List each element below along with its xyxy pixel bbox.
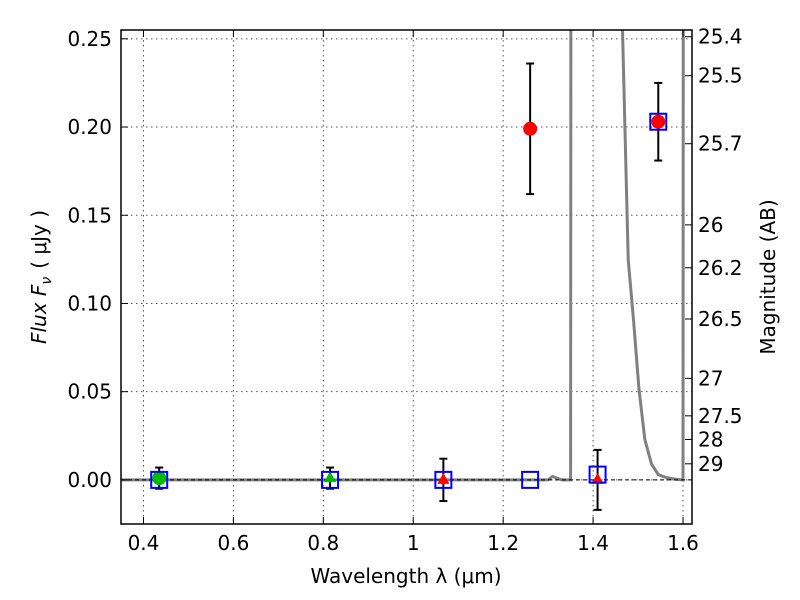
y-tick-label: 0.15	[67, 203, 112, 227]
model-square-point	[649, 112, 668, 131]
model-square-point	[434, 470, 453, 489]
y2-tick-label: 28	[698, 427, 723, 451]
x-tick-label: 1	[407, 531, 420, 555]
red-triangle-point	[591, 472, 604, 484]
plot-frame	[120, 29, 693, 525]
model-square-point	[588, 465, 607, 484]
y2-tick-label: 25.5	[698, 64, 743, 88]
y-axis-label-units: ( μJy )	[27, 210, 51, 269]
y-tick-label: 0.05	[67, 380, 112, 404]
y2-tick-label: 25.4	[698, 25, 743, 49]
template-curve-group	[121, 30, 685, 482]
y-tick-label: 0.20	[67, 115, 112, 139]
model-square-point	[150, 470, 169, 489]
y-tick-label: 0.00	[67, 468, 112, 492]
y2-tick-label: 29	[698, 452, 723, 476]
y-axis-label-group: Flux Fν ( μJy )	[27, 210, 55, 344]
x-tick-label: 1.2	[487, 531, 519, 555]
markers	[150, 112, 668, 489]
model-square-point	[321, 470, 340, 489]
y2-tick-label: 25.7	[698, 132, 743, 156]
model-square-point	[521, 470, 540, 489]
grid	[121, 30, 692, 524]
axis-ticks	[121, 30, 692, 524]
x-tick-label: 0.8	[307, 531, 339, 555]
green-triangle-point	[324, 471, 337, 483]
x-axis-label: Wavelength λ (μm)	[310, 564, 501, 588]
axis-tick-labels: 0.4 0.6 0.8 1 1.2 1.4 1.6 0.00 0.05 0.10 0.15 0.20 0…	[67, 25, 742, 555]
measured-point	[651, 114, 666, 129]
green-circle-point	[152, 471, 167, 486]
x-tick-label: 1.4	[577, 531, 609, 555]
errorbars	[155, 62, 663, 511]
template-curve	[121, 30, 685, 482]
y2-tick-label: 26.2	[698, 256, 743, 280]
red-triangle-point	[437, 472, 450, 484]
y2-tick-label: 26.5	[698, 307, 743, 331]
y-axis-label-text: Flux F	[27, 284, 51, 344]
x-tick-label: 1.6	[667, 531, 699, 555]
measured-point	[523, 121, 538, 136]
y2-tick-label: 27	[698, 366, 723, 390]
x-tick-label: 0.6	[217, 531, 249, 555]
y-tick-label: 0.25	[67, 27, 112, 51]
y2-axis-label: Magnitude (AB)	[756, 199, 780, 354]
y2-tick-label: 27.5	[698, 404, 743, 428]
y-axis-label: Flux Fν ( μJy )	[27, 210, 55, 344]
y-axis-label-subscript: ν	[39, 277, 55, 285]
y2-tick-label: 26	[698, 213, 723, 237]
x-tick-label: 0.4	[128, 531, 160, 555]
y-tick-label: 0.10	[67, 291, 112, 315]
